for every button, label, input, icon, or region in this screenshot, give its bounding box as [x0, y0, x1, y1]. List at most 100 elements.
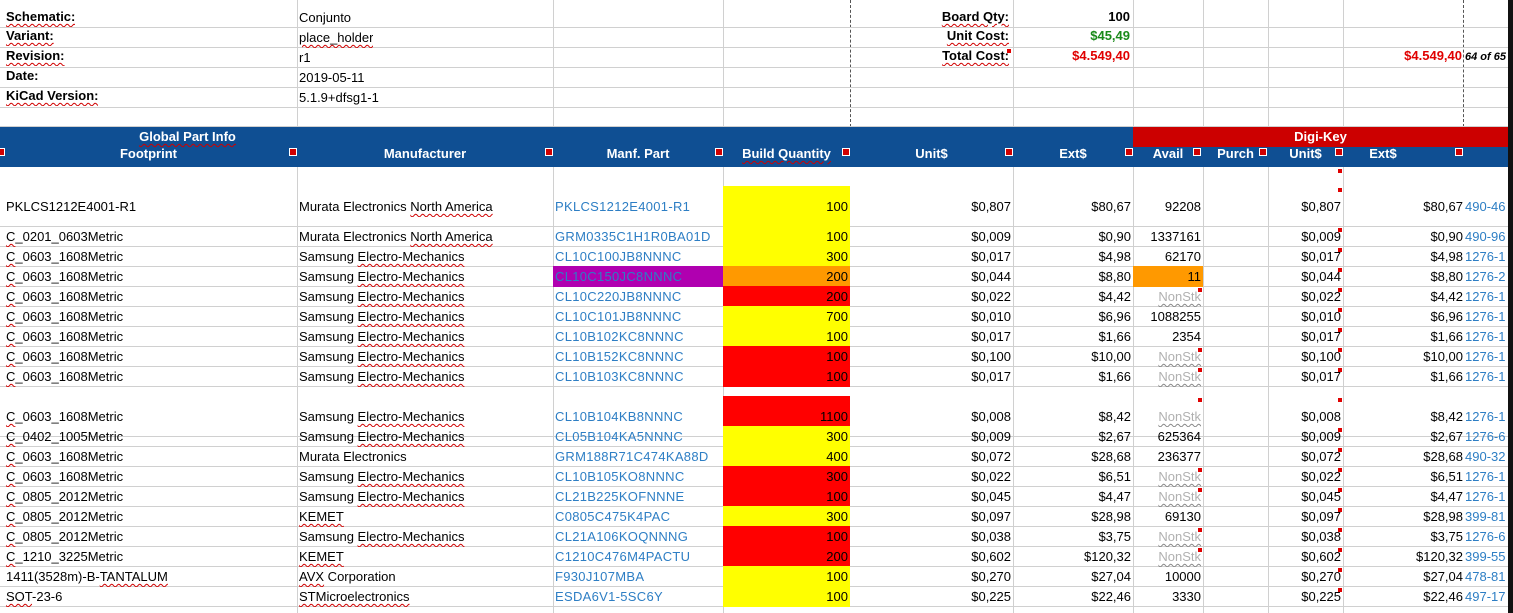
col-manf-part[interactable]: Manf. Part [606, 146, 670, 161]
build-qty-value[interactable]: 100 [826, 369, 848, 384]
footprint-cell[interactable]: C_0603_1608Metric [6, 289, 124, 304]
build-qty-cell[interactable] [723, 246, 850, 267]
manufacturer-cell[interactable]: Samsung Electro-Mechanics [299, 469, 465, 484]
manf-part-link[interactable]: CL21A106KOQNNNG [555, 529, 689, 544]
total-cost-value[interactable]: $4.549,40 [1072, 48, 1130, 63]
build-qty-value[interactable]: 1100 [820, 409, 848, 424]
build-qty-cell[interactable] [723, 486, 850, 507]
col-build-quantity[interactable]: Build Quantity [742, 146, 831, 161]
manf-part-link[interactable]: CL21B225KOFNNNE [555, 489, 685, 504]
build-qty-value[interactable]: 100 [826, 329, 848, 344]
comment-marker[interactable] [1338, 288, 1342, 292]
build-qty-value[interactable]: 300 [826, 469, 848, 484]
footprint-cell[interactable]: C_0603_1608Metric [6, 369, 124, 384]
build-qty-value[interactable]: 300 [826, 429, 848, 444]
filter-dropdown-icon[interactable] [1335, 148, 1343, 156]
digikey-catalog-link[interactable]: 490-46 [1465, 199, 1506, 214]
comment-marker[interactable] [1338, 188, 1342, 192]
footprint-cell[interactable]: SOT-23-6 [6, 589, 63, 604]
filter-dropdown-icon[interactable] [1455, 148, 1463, 156]
comment-marker[interactable] [1198, 398, 1202, 402]
build-qty-value[interactable]: 200 [826, 289, 848, 304]
footprint-cell[interactable]: C_1210_3225Metric [6, 549, 124, 564]
digikey-catalog-link[interactable]: 1276-1 [1465, 329, 1506, 344]
digikey-catalog-link[interactable]: 478-81 [1465, 569, 1506, 584]
comment-marker[interactable] [1338, 508, 1342, 512]
comment-marker[interactable] [1338, 348, 1342, 352]
col-dk-unit-price[interactable]: Unit$ [1289, 146, 1322, 161]
manufacturer-cell[interactable]: Samsung Electro-Mechanics [299, 409, 465, 424]
footprint-cell[interactable]: C_0805_2012Metric [6, 509, 124, 524]
manf-part-link[interactable]: CL10B152KC8NNNC [555, 349, 684, 364]
manf-part-link[interactable]: F930J107MBA [555, 569, 645, 584]
variant-value[interactable]: place_holder [299, 30, 374, 45]
filter-dropdown-icon[interactable] [289, 148, 297, 156]
filter-dropdown-icon[interactable] [1125, 148, 1133, 156]
comment-marker[interactable] [1198, 548, 1202, 552]
filter-dropdown-icon[interactable] [715, 148, 723, 156]
manf-part-link[interactable]: PKLCS1212E4001-R1 [555, 199, 691, 214]
filter-dropdown-icon[interactable] [545, 148, 553, 156]
footprint-cell[interactable]: C_0603_1608Metric [6, 449, 124, 464]
build-qty-cell[interactable] [723, 566, 850, 587]
manufacturer-cell[interactable]: Samsung Electro-Mechanics [299, 489, 465, 504]
col-purch[interactable]: Purch [1217, 146, 1254, 161]
build-qty-cell[interactable] [723, 446, 850, 467]
build-qty-cell[interactable] [723, 226, 850, 247]
filter-dropdown-icon[interactable] [1259, 148, 1267, 156]
kicad-version-value[interactable]: 5.1.9+dfsg1-1 [299, 90, 379, 105]
comment-marker[interactable] [1198, 368, 1202, 372]
footprint-cell[interactable]: C_0402_1005Metric [6, 429, 124, 444]
filter-dropdown-icon[interactable] [1193, 148, 1201, 156]
build-qty-value[interactable]: 100 [826, 529, 848, 544]
build-qty-cell[interactable] [723, 366, 850, 387]
manufacturer-cell[interactable]: KEMET [299, 509, 344, 524]
footprint-cell[interactable]: C_0603_1608Metric [6, 269, 124, 284]
comment-marker[interactable] [1338, 588, 1342, 592]
comment-marker[interactable] [1338, 308, 1342, 312]
manf-part-link[interactable]: CL10B103KC8NNNC [555, 369, 684, 384]
manufacturer-cell[interactable]: Murata Electronics [299, 449, 407, 464]
manf-part-link[interactable]: GRM188R71C474KA88D [555, 449, 709, 464]
col-footprint[interactable]: Footprint [119, 146, 178, 161]
comment-marker[interactable] [1198, 468, 1202, 472]
manf-part-link[interactable]: CL10C220JB8NNNC [555, 289, 682, 304]
comment-marker[interactable] [1198, 348, 1202, 352]
digikey-catalog-link[interactable]: 1276-1 [1465, 489, 1506, 504]
manf-part-link[interactable]: CL10C100JB8NNNC [555, 249, 682, 264]
col-manufacturer[interactable]: Manufacturer [383, 146, 467, 161]
build-qty-value[interactable]: 300 [826, 249, 848, 264]
manf-part-link[interactable]: C1210C476M4PACTU [555, 549, 691, 564]
build-qty-value[interactable]: 400 [826, 449, 848, 464]
comment-marker[interactable] [1338, 428, 1342, 432]
digikey-catalog-link[interactable]: 490-32 [1465, 449, 1506, 464]
digikey-catalog-link[interactable]: 1276-1 [1465, 469, 1506, 484]
build-qty-value[interactable]: 100 [826, 589, 848, 604]
digikey-catalog-link[interactable]: 1276-1 [1465, 309, 1506, 324]
build-qty-value[interactable]: 100 [826, 229, 848, 244]
build-qty-value[interactable]: 100 [826, 199, 848, 214]
filter-dropdown-icon[interactable] [0, 148, 5, 156]
board-qty-value[interactable]: 100 [1108, 9, 1130, 24]
digikey-catalog-link[interactable]: 490-96 [1465, 229, 1506, 244]
build-qty-cell[interactable] [723, 186, 850, 227]
comment-marker[interactable] [1198, 528, 1202, 532]
comment-marker[interactable] [1338, 548, 1342, 552]
manufacturer-cell[interactable]: Samsung Electro-Mechanics [299, 429, 465, 444]
build-qty-cell[interactable] [723, 326, 850, 347]
manufacturer-cell[interactable]: Samsung Electro-Mechanics [299, 329, 465, 344]
manf-part-link[interactable]: CL10B104KB8NNNC [555, 409, 684, 424]
digikey-catalog-link[interactable]: 1276-1 [1465, 249, 1506, 264]
footprint-cell[interactable]: PKLCS1212E4001-R1 [6, 199, 137, 214]
comment-marker[interactable] [1198, 488, 1202, 492]
footprint-cell[interactable]: C_0603_1608Metric [6, 329, 124, 344]
filter-dropdown-icon[interactable] [842, 148, 850, 156]
footprint-cell[interactable]: C_0805_2012Metric [6, 489, 124, 504]
unit-cost-value[interactable]: $45,49 [1090, 28, 1130, 43]
col-dk-ext-price[interactable]: Ext$ [1369, 146, 1397, 161]
col-ext-price[interactable]: Ext$ [1059, 146, 1087, 161]
digikey-catalog-link[interactable]: 1276-1 [1465, 289, 1506, 304]
build-qty-cell[interactable] [723, 526, 850, 547]
manufacturer-cell[interactable]: Samsung Electro-Mechanics [299, 369, 465, 384]
